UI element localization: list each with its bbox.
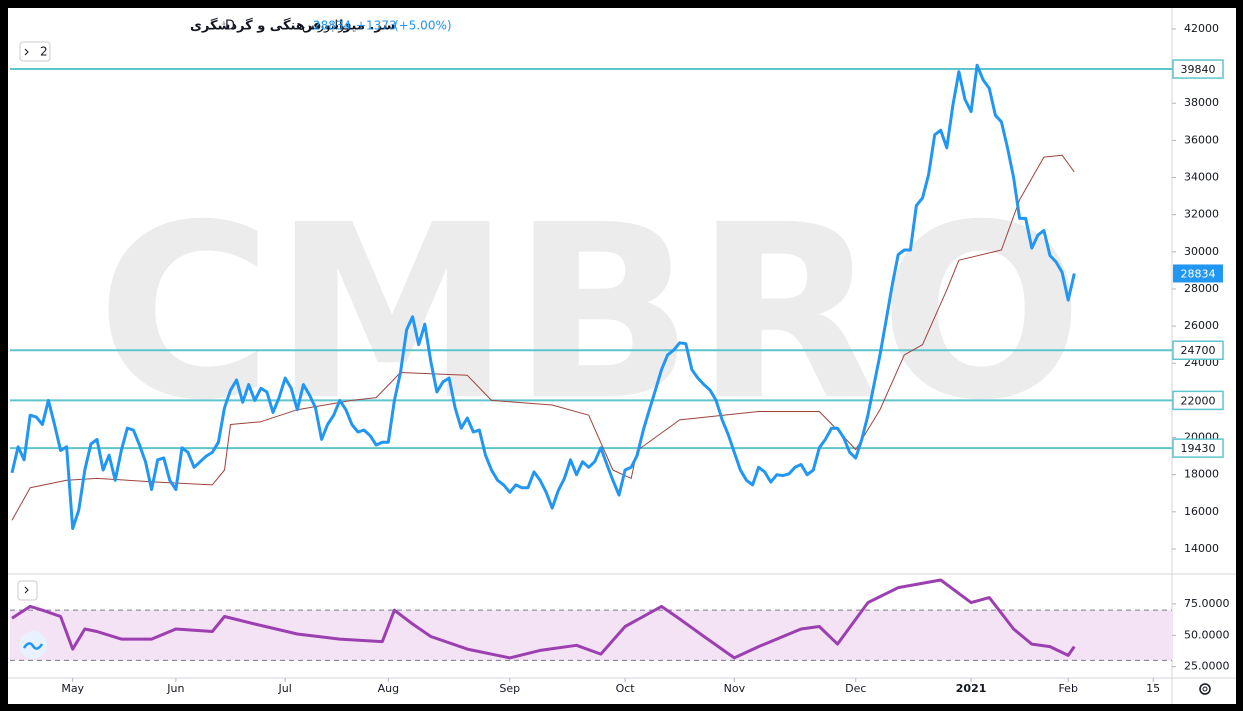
- y-tick-label: 28000: [1184, 282, 1219, 295]
- hline-label: 22000: [1181, 394, 1216, 407]
- y-tick-label: 38000: [1184, 96, 1219, 109]
- hline-label-box: [1172, 59, 1224, 79]
- hline-label-box: [1172, 438, 1224, 458]
- gear-hub: [1202, 686, 1208, 692]
- x-tick-label: 2021: [956, 682, 987, 695]
- hline-label: 39840: [1181, 63, 1216, 76]
- last-price-box: [1173, 264, 1223, 283]
- y-tick-label: 36000: [1184, 133, 1219, 146]
- toggle-chevron: [24, 586, 29, 594]
- gear[interactable]: [1199, 683, 1211, 695]
- y-tick-label: 16000: [1184, 505, 1219, 518]
- hline-label-box: [1172, 340, 1224, 360]
- x-tick-label: May: [61, 682, 84, 695]
- x-tick-label: Dec: [845, 682, 866, 695]
- header-change: +1373: [356, 19, 397, 33]
- main-pane: [10, 63, 1172, 530]
- x-tick-label: Oct: [616, 682, 636, 695]
- watermark: CMBRO: [97, 173, 1084, 453]
- y-tick-label: 75.0000: [1184, 597, 1230, 610]
- toggle-box[interactable]: [19, 41, 51, 62]
- series-line: [10, 63, 1076, 530]
- rsi-band: [10, 610, 1172, 661]
- header-price: 28834: [313, 19, 351, 33]
- x-tick-label: 15: [1146, 682, 1160, 695]
- hline-label: 24700: [1181, 344, 1216, 357]
- background: [8, 8, 1236, 704]
- y-tick-label: 50.0000: [1184, 628, 1230, 641]
- x-tick-label: Jul: [278, 682, 292, 695]
- watermark-layer: CMBRO: [97, 173, 1084, 453]
- series-line: [11, 578, 1076, 660]
- rsi-toggle[interactable]: [17, 580, 38, 601]
- y-tick-label: 42000: [1184, 22, 1219, 35]
- x-tick-label: Jun: [166, 682, 184, 695]
- logo: [19, 631, 47, 659]
- x-tick-label: Sep: [499, 682, 520, 695]
- last-price-label: 28834: [1181, 267, 1216, 280]
- y-tick-label: 30000: [1184, 245, 1219, 258]
- y-tick-label: 25.0000: [1184, 660, 1230, 673]
- interval: D: [225, 19, 235, 34]
- plot-layer: 1400016000180002000022000240002600028000…: [10, 22, 1230, 695]
- x-tick-label: Aug: [378, 682, 399, 695]
- logo-wave: [22, 642, 44, 650]
- series-line: [11, 154, 1075, 521]
- settings[interactable]: [1199, 683, 1211, 695]
- y-tick-label: 14000: [1184, 542, 1219, 555]
- y-tick-label: 26000: [1184, 319, 1219, 332]
- legend-toggle[interactable]: 2: [19, 41, 51, 62]
- exchange: فرابورس: [302, 19, 351, 34]
- rsi-pane: [10, 578, 1172, 661]
- x-tick-label: Feb: [1058, 682, 1077, 695]
- header-percent: (+5.00%): [394, 19, 452, 33]
- hline-label: 19430: [1181, 442, 1216, 455]
- header: سر. میراث فرهنگی و گردشگری D فرابورس 288…: [190, 18, 452, 34]
- toggle-chevron: [24, 48, 29, 56]
- toggle-count: 2: [40, 45, 48, 59]
- y-tick-label: 18000: [1184, 468, 1219, 481]
- symbol-name: سر. میراث فرهنگی و گردشگری: [190, 18, 395, 34]
- y-tick-label: 34000: [1184, 171, 1219, 184]
- hline-label-box: [1172, 390, 1224, 411]
- x-tick-label: Nov: [724, 682, 746, 695]
- y-tick-label: 32000: [1184, 208, 1219, 221]
